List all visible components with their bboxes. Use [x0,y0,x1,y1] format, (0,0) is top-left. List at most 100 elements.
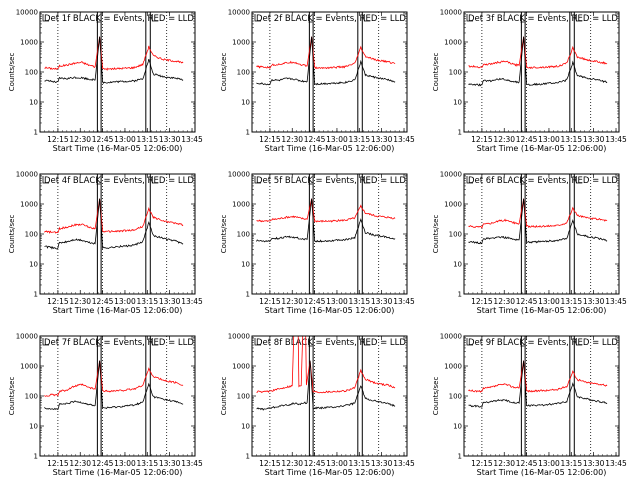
interval-marker [42,14,49,22]
interval-marker [575,176,583,184]
y-tick-label: 10 [241,423,250,431]
interval-marker [151,176,159,184]
y-tick-label: 10 [29,99,38,107]
x-tick-label: 13:45 [181,135,203,144]
events-series-line [44,36,184,84]
y-tick-label: 10 [453,423,462,431]
x-tick-label: 12:30 [493,459,515,468]
x-axis-label: Start Time (16-Mar-05 12:06:00) [477,306,607,315]
plot-frame [39,173,196,295]
lld-series-line [44,198,184,234]
events-series-line [44,198,184,250]
x-tick-label: 13:15 [560,135,582,144]
y-tick-label: 100 [237,393,250,401]
y-axis-label: Counts/sec [432,377,440,416]
x-tick-label: 13:15 [348,459,370,468]
y-tick-label: 100 [25,69,38,77]
x-tick-label: 13:45 [605,297,627,306]
detector-panel-7: Det 7f BLACK = Events, RED = LLD Counts/s… [8,333,203,478]
x-tick-label: 13:00 [326,459,348,468]
y-tick-label: 10000 [16,333,38,341]
y-tick-label: 10000 [440,333,462,341]
events-series-line [468,36,608,87]
x-tick-label: 13:45 [181,459,203,468]
x-tick-label: 13:30 [159,459,181,468]
x-tick-label: 12:15 [47,135,69,144]
y-tick-label: 1000 [20,201,38,209]
x-tick-label: 13:30 [159,135,181,144]
events-series-line [44,360,184,411]
detector-panel-8: Det 8f BLACK = Events, RED = LLD Counts/s… [220,333,415,478]
y-tick-label: 1000 [232,39,250,47]
y-tick-label: 1 [458,291,462,299]
x-tick-label: 13:00 [114,459,136,468]
plot-frame [251,335,408,457]
x-tick-label: 12:45 [92,459,114,468]
interval-marker [466,176,473,184]
panel-title: Det 8f BLACK = Events, RED = LLD [256,338,406,348]
lld-series-line [256,198,396,223]
y-axis-label: Counts/sec [432,53,440,92]
y-tick-label: 1 [246,291,250,299]
interval-marker [254,338,261,346]
interval-marker [363,338,371,346]
y-tick-label: 1000 [232,363,250,371]
x-tick-label: 13:30 [371,459,393,468]
y-axis-label: Counts/sec [432,215,440,254]
events-series-line [468,198,608,245]
events-series-line [256,198,396,243]
x-tick-label: 13:30 [371,297,393,306]
interval-marker [42,176,49,184]
y-tick-label: 1000 [444,363,462,371]
x-axis-label: Start Time (16-Mar-05 12:06:00) [477,144,607,153]
x-tick-label: 13:00 [538,297,560,306]
y-tick-label: 10000 [228,333,250,341]
x-axis-label: Start Time (16-Mar-05 12:06:00) [477,468,607,477]
plot-frame [463,173,620,295]
x-tick-label: 12:15 [47,297,69,306]
plot-frame [39,11,196,133]
x-axis-label: Start Time (16-Mar-05 12:06:00) [265,468,395,477]
lld-series-line [256,36,396,70]
x-tick-label: 13:15 [348,135,370,144]
x-tick-label: 12:15 [259,459,281,468]
events-series-line [256,36,396,86]
panel-title: Det 4f BLACK = Events, RED = LLD [44,176,194,186]
detector-panel-3: Det 3f BLACK = Events, RED = LLD Counts/s… [432,9,627,154]
y-tick-label: 10 [241,261,250,269]
plot-frame [39,335,196,457]
x-tick-label: 12:45 [516,135,538,144]
x-tick-label: 13:15 [560,297,582,306]
x-tick-label: 12:15 [471,297,493,306]
x-tick-label: 13:00 [114,297,136,306]
x-tick-label: 13:00 [326,135,348,144]
y-tick-label: 1 [246,129,250,137]
interval-marker [575,14,583,22]
y-tick-label: 100 [25,393,38,401]
x-tick-label: 12:30 [493,297,515,306]
detector-panel-9: Det 9f BLACK = Events, RED = LLD Counts/s… [432,333,627,478]
plot-frame [251,11,408,133]
detector-panel-2: Det 2f BLACK = Events, RED = LLD Counts/s… [220,9,415,154]
y-axis-label: Counts/sec [8,377,16,416]
y-axis-label: Counts/sec [220,377,228,416]
y-axis-label: Counts/sec [8,215,16,254]
detector-panel-6: Det 6f BLACK = Events, RED = LLD Counts/s… [432,171,627,316]
x-tick-label: 12:30 [69,459,91,468]
y-tick-label: 10000 [228,171,250,179]
y-axis-label: Counts/sec [220,215,228,254]
y-tick-label: 1 [34,291,38,299]
y-tick-label: 1 [34,453,38,461]
plot-frame [463,335,620,457]
x-tick-label: 13:45 [181,297,203,306]
x-tick-label: 13:45 [393,459,415,468]
x-tick-label: 12:45 [516,459,538,468]
interval-marker [42,338,49,346]
x-tick-label: 12:45 [92,297,114,306]
x-tick-label: 12:45 [304,297,326,306]
y-tick-label: 1000 [444,201,462,209]
y-tick-label: 10000 [440,171,462,179]
lld-series-line [468,198,608,229]
x-axis-label: Start Time (16-Mar-05 12:06:00) [265,306,395,315]
x-tick-label: 12:30 [281,459,303,468]
